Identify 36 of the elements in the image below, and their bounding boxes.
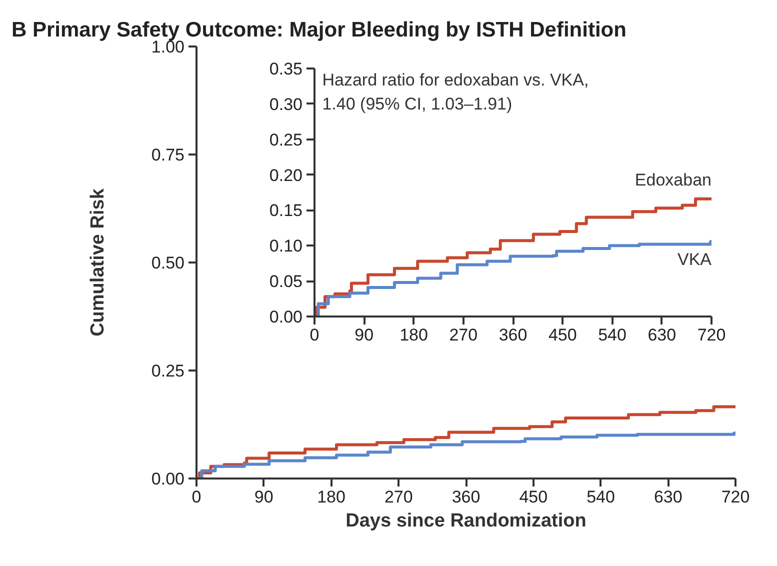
y-tick-label: 0.10 (269, 236, 303, 256)
chart-title: B Primary Safety Outcome: Major Bleeding by ISTH Definition (12, 18, 626, 42)
y-tick-label: 0.00 (151, 470, 185, 488)
x-tick-label: 630 (648, 326, 676, 344)
y-tick-label: 0.20 (269, 166, 303, 185)
x-tick-label: 540 (586, 488, 615, 506)
y-tick-label: 0.15 (269, 201, 303, 220)
y-tick-label: 0.75 (151, 146, 185, 164)
x-tick-label: 630 (654, 488, 682, 506)
x-tick-label: 360 (498, 326, 528, 344)
x-tick-label: 720 (721, 488, 750, 506)
x-tick-label: 450 (548, 326, 577, 344)
x-tick-label: 360 (452, 488, 480, 506)
series-label: VKA (677, 250, 712, 269)
x-tick-label: 540 (598, 326, 626, 344)
x-tick-label: 0 (192, 488, 202, 506)
y-tick-label: 0.50 (151, 254, 185, 272)
series-label: Edoxaban (634, 170, 712, 190)
y-tick-label: 0.25 (269, 130, 303, 150)
y-tick-label: 0.25 (151, 362, 185, 380)
y-tick-label: 0.05 (269, 272, 303, 292)
x-tick-label: 270 (384, 488, 413, 506)
y-tick-label: 0.35 (269, 60, 303, 78)
x-tick-label: 270 (449, 326, 478, 344)
x-tick-label: 720 (697, 326, 726, 344)
x-tick-label: 90 (354, 326, 374, 344)
annotation: Hazard ratio for edoxaban vs. VKA, 1.40 (95% CI, 1.03–1.91) (322, 70, 589, 114)
x-tick-label: 180 (317, 488, 346, 506)
y-tick-label: 0.00 (269, 308, 303, 326)
x-axis-title: Days since Randomization (346, 510, 586, 532)
y-axis-title: Cumulative Risk (87, 188, 108, 336)
y-tick-label: 0.30 (269, 94, 303, 114)
x-tick-label: 90 (254, 488, 274, 506)
x-tick-label: 180 (400, 326, 428, 344)
x-tick-label: 0 (310, 326, 320, 344)
x-tick-label: 450 (519, 488, 548, 506)
